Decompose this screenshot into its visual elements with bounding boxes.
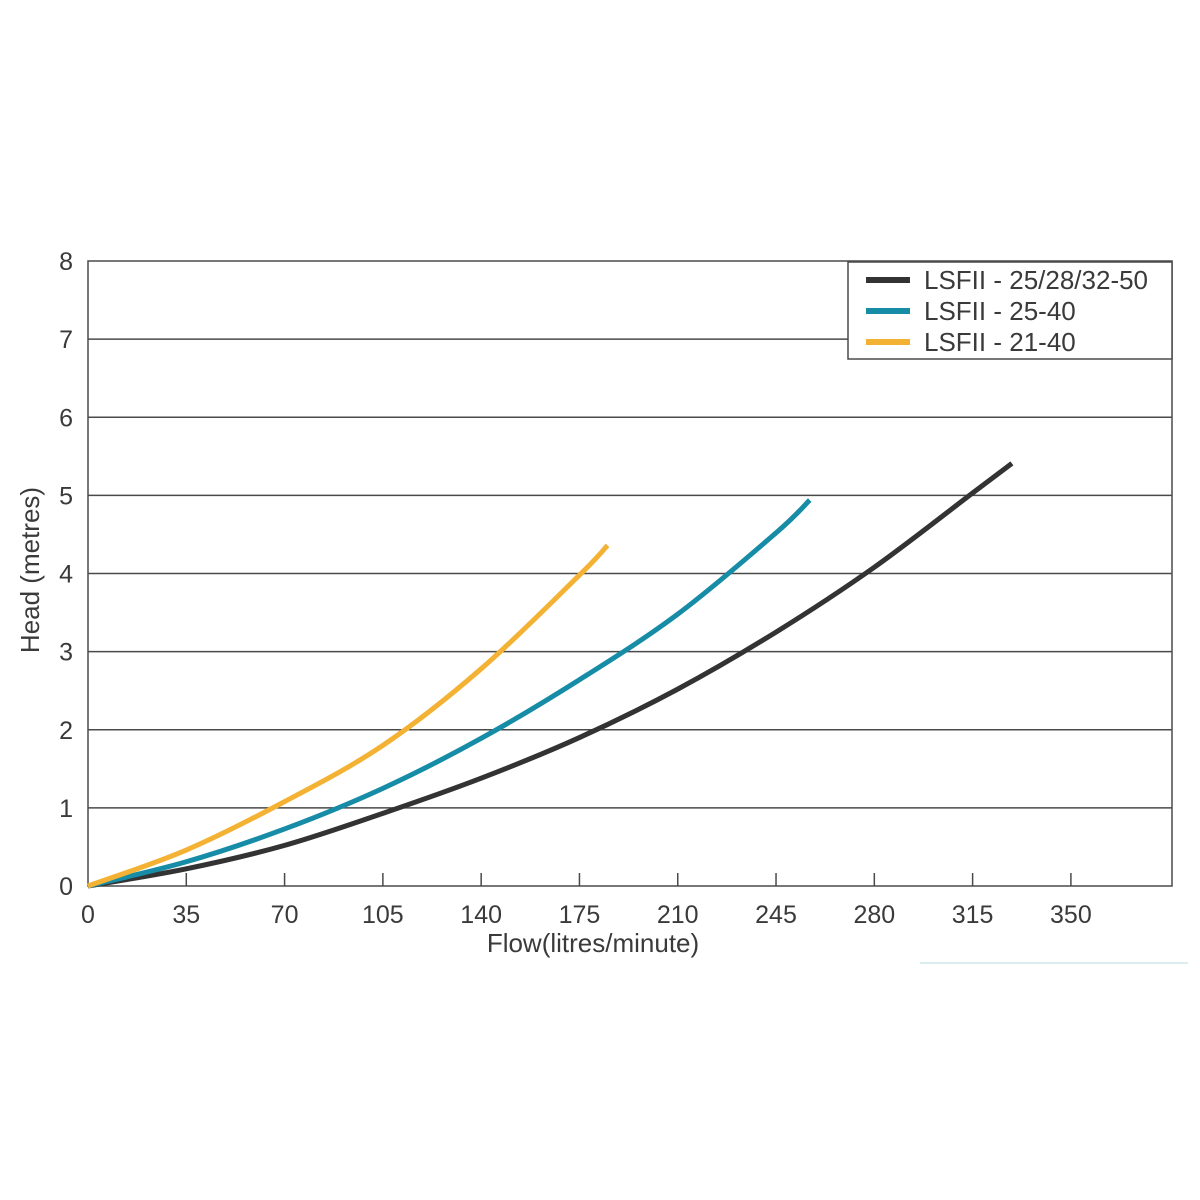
y-tick-label: 0	[59, 873, 73, 901]
gridlines	[88, 338, 1172, 809]
y-tick-label: 2	[59, 717, 73, 745]
legend-item-lsfii-25-40: LSFII - 25-40	[866, 296, 1076, 326]
legend-item-lsfii-25-28-32-50: LSFII - 25/28/32-50	[866, 265, 1148, 295]
y-tick-label: 8	[59, 248, 73, 276]
x-axis-title: Flow(litres/minute)	[487, 928, 699, 958]
legend-item-lsfii-21-40: LSFII - 21-40	[866, 327, 1076, 357]
x-tick-label: 105	[362, 901, 404, 929]
x-tick-label: 140	[460, 901, 502, 929]
y-tick-label: 4	[59, 561, 73, 589]
plot-area-frame	[87, 260, 1173, 887]
x-axis-tick-labels: 0 35 70 105 140 175 210 245 280 315 350	[81, 901, 1092, 929]
x-tick-label: 350	[1050, 901, 1092, 929]
x-tick-label: 35	[172, 901, 200, 929]
y-tick-label: 1	[59, 795, 73, 823]
legend-label: LSFII - 25-40	[924, 296, 1076, 326]
series-line-lsfii-21-40	[87, 543, 610, 889]
y-tick-label: 5	[59, 482, 73, 510]
x-tick-marks	[185, 873, 1072, 886]
y-tick-label: 3	[59, 639, 73, 667]
x-tick-label: 315	[952, 901, 994, 929]
x-tick-label: 0	[81, 901, 95, 929]
x-tick-label: 280	[853, 901, 895, 929]
x-tick-label: 70	[271, 901, 299, 929]
legend-label: LSFII - 21-40	[924, 327, 1076, 357]
x-tick-label: 175	[559, 901, 601, 929]
y-axis-tick-labels: 0 1 2 3 4 5 6 7 8	[59, 248, 73, 901]
series-lines	[87, 461, 1014, 889]
y-tick-label: 6	[59, 404, 73, 432]
y-axis-title: Head (metres)	[15, 487, 45, 653]
y-tick-label: 7	[59, 326, 73, 354]
legend-label: LSFII - 25/28/32-50	[924, 265, 1148, 295]
x-tick-label: 245	[755, 901, 797, 929]
series-line-lsfii-25-40	[87, 498, 812, 889]
x-tick-label: 210	[657, 901, 699, 929]
series-line-lsfii-25-28-32-50	[87, 461, 1014, 889]
